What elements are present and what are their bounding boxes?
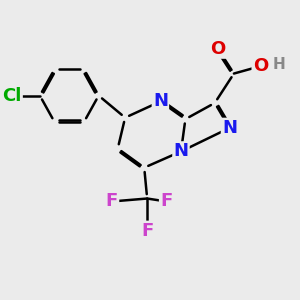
Text: F: F bbox=[106, 193, 118, 211]
Text: Cl: Cl bbox=[2, 87, 22, 105]
Text: N: N bbox=[173, 142, 188, 160]
Text: O: O bbox=[253, 57, 268, 75]
Text: F: F bbox=[141, 222, 153, 240]
Text: F: F bbox=[160, 193, 172, 211]
Text: H: H bbox=[273, 57, 286, 72]
Text: O: O bbox=[210, 40, 225, 58]
Text: N: N bbox=[222, 119, 237, 137]
Text: N: N bbox=[153, 92, 168, 110]
